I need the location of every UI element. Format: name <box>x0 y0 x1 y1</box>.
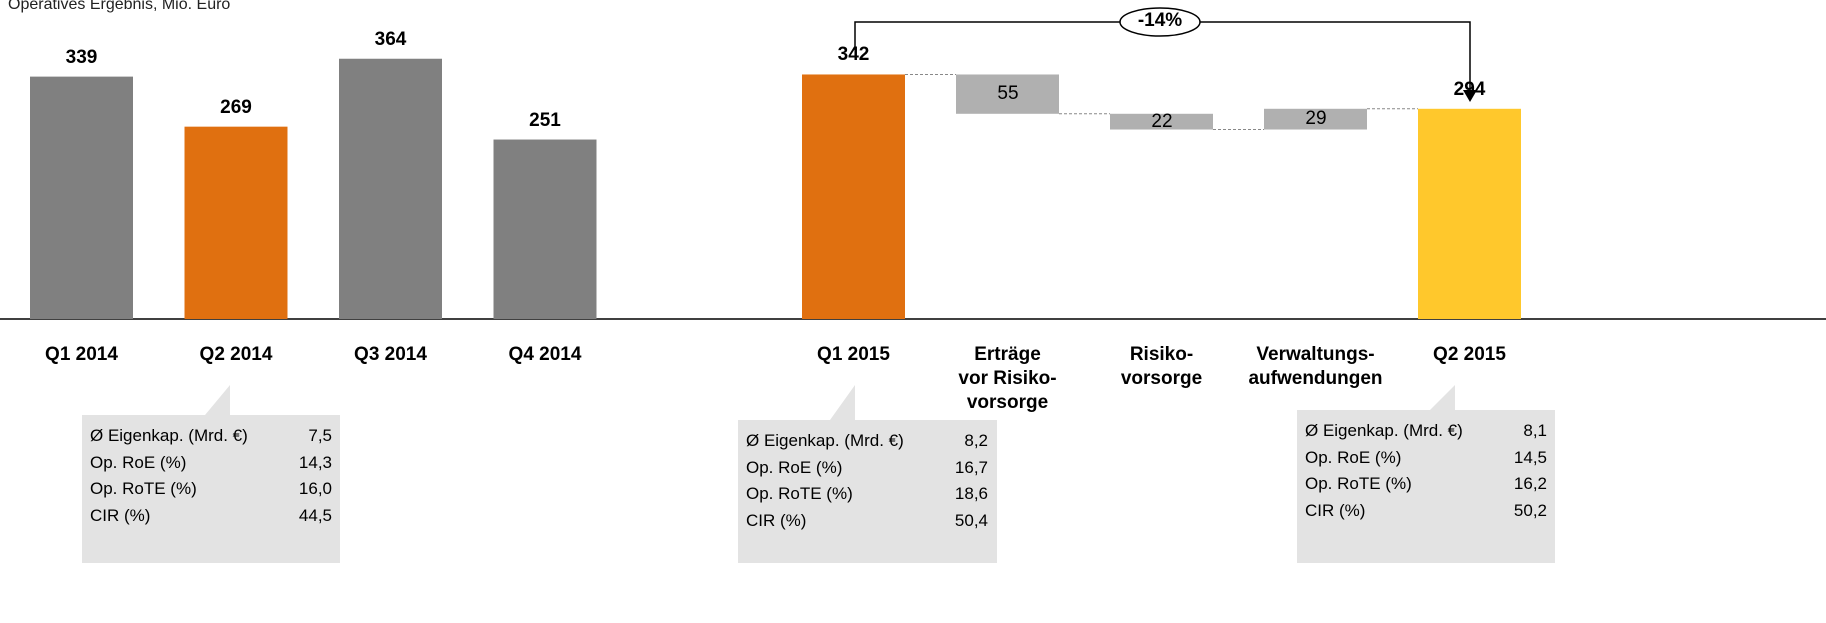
value-label: 55 <box>997 83 1019 105</box>
callout-value: 14,3 <box>298 452 332 472</box>
value-label: 22 <box>1151 110 1173 132</box>
callout-box <box>738 385 997 563</box>
bar <box>1110 113 1213 130</box>
arrow-head <box>1463 90 1477 102</box>
x-tick-label: Q2 2014 <box>199 344 273 365</box>
callout-label: Op. RoE (%) <box>1305 447 1402 467</box>
callout-label: Ø Eigenkap. (Mrd. €) <box>746 431 904 450</box>
x-tick-label: Q3 2014 <box>354 344 427 365</box>
annotation-bubble <box>1119 7 1201 37</box>
callout-label: Ø Eigenkap. (Mrd. €) <box>90 426 248 445</box>
bar <box>1264 108 1367 130</box>
callout-label: CIR (%) <box>90 505 151 525</box>
annotation: -14% <box>1137 10 1183 31</box>
value-label: 251 <box>529 109 561 131</box>
callout-value: 16,7 <box>954 457 988 477</box>
callout-label: Ø Eigenkap. (Mrd. €) <box>1305 421 1463 440</box>
value-label: 364 <box>374 28 407 50</box>
bar <box>339 58 442 320</box>
value-label: 269 <box>220 96 252 118</box>
bar <box>802 74 905 319</box>
bar <box>184 126 288 319</box>
callout-label: Op. RoTE (%) <box>90 479 197 498</box>
callout-label: Op. RoTE (%) <box>1305 474 1412 493</box>
callout-box <box>1297 385 1555 563</box>
x-tick-label: Risiko- vorsorge <box>1120 344 1203 389</box>
bar <box>493 139 597 319</box>
callout-box <box>82 385 340 563</box>
x-tick-label: Q1 2014 <box>45 344 118 365</box>
x-tick-label: Verwaltungs- aufwendungen <box>1248 344 1383 389</box>
callout-label: CIR (%) <box>746 510 807 530</box>
callout-boxes <box>82 385 1555 563</box>
callout-value: 50,4 <box>954 510 988 530</box>
callout-value: 18,6 <box>954 484 988 503</box>
callout-label: CIR (%) <box>1305 500 1366 520</box>
bar <box>956 74 1059 114</box>
callout-value: 50,2 <box>1513 500 1547 520</box>
callout-value: 7,5 <box>308 426 332 445</box>
callout-label: Op. RoTE (%) <box>746 484 853 503</box>
bar <box>30 76 133 320</box>
callout-value: 16,2 <box>1513 474 1547 493</box>
callout-value: 16,0 <box>298 479 332 498</box>
x-tick-label: Q2 2015 <box>1433 344 1506 365</box>
callout-value: 8,2 <box>964 431 988 450</box>
x-tick-label: Q1 2015 <box>817 344 890 365</box>
x-tick-label: Erträge vor Risiko- vorsorge <box>958 344 1057 413</box>
value-label: 342 <box>837 44 870 66</box>
callout-label: Op. RoE (%) <box>90 452 187 472</box>
callout-value: 8,1 <box>1523 421 1547 440</box>
x-tick-label: Q4 2014 <box>508 344 582 365</box>
callout-value: 44,5 <box>298 505 332 525</box>
value-label: 339 <box>65 46 98 68</box>
bar <box>1418 108 1521 319</box>
value-label: 29 <box>1305 108 1327 130</box>
chart-title: Operatives Ergebnis, Mio. Euro <box>8 0 231 13</box>
callout-value: 14,5 <box>1513 447 1547 467</box>
callout-label: Op. RoE (%) <box>746 457 843 477</box>
value-label: 294 <box>1453 78 1486 100</box>
